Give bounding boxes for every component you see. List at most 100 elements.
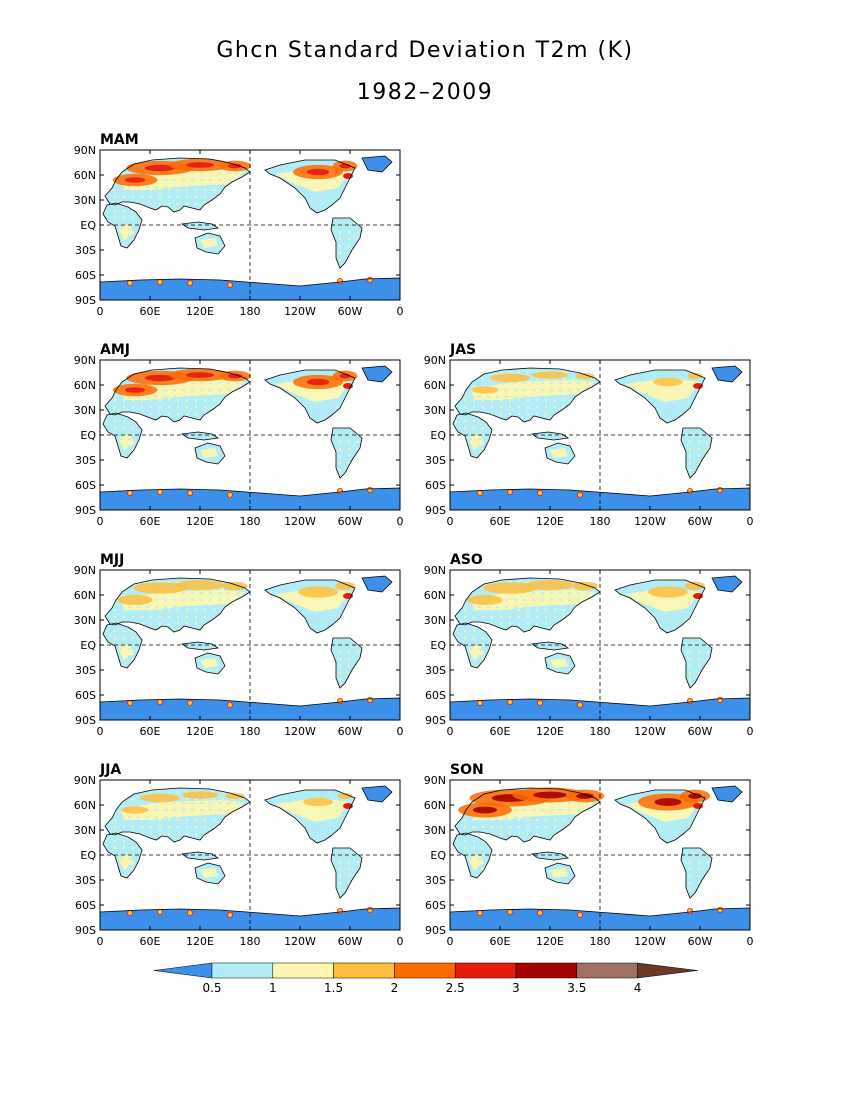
lat-label: 30S	[75, 244, 96, 257]
lat-label: 90N	[74, 774, 96, 787]
colorbar-tick-label: 1	[269, 981, 277, 995]
lat-label: 90N	[74, 564, 96, 577]
lon-label: 60E	[490, 515, 511, 528]
lon-label: 60E	[140, 935, 161, 948]
lon-label: 60W	[688, 725, 713, 738]
lat-label: 30S	[75, 454, 96, 467]
lat-label: 60N	[74, 379, 96, 392]
lon-label: 0	[447, 515, 454, 528]
lat-label: 30S	[425, 454, 446, 467]
lon-label: 180	[240, 305, 261, 318]
lat-label: 60S	[75, 269, 96, 282]
lon-label: 60E	[490, 725, 511, 738]
lat-label: 90N	[74, 354, 96, 367]
lat-label: 60N	[424, 799, 446, 812]
panel-label: MJJ	[100, 552, 124, 568]
colorbar-high-arrow	[637, 962, 698, 979]
lat-label: 90N	[74, 144, 96, 157]
colorbar-segment	[454, 962, 517, 979]
lat-label: 60S	[425, 479, 446, 492]
colorbar: 0.5 1 1.5 2 2.5 3 3.5 4	[153, 962, 698, 995]
lat-label: 30N	[74, 194, 96, 207]
lat-label: 60N	[74, 799, 96, 812]
lat-label: EQ	[430, 849, 446, 862]
lat-label: 90S	[75, 294, 96, 307]
lon-label: 60W	[338, 515, 363, 528]
lat-label: 30N	[424, 404, 446, 417]
lat-label: EQ	[430, 429, 446, 442]
lat-label: EQ	[430, 639, 446, 652]
panel-label: JJA	[99, 762, 121, 778]
lon-label: 60E	[140, 305, 161, 318]
colorbar-tick-label: 4	[634, 981, 642, 995]
lon-label: 60W	[338, 725, 363, 738]
lat-label: 30S	[425, 874, 446, 887]
lon-label: 60W	[338, 935, 363, 948]
colorbar-tick-label: 3.5	[567, 981, 586, 995]
lon-label: 180	[240, 935, 261, 948]
lat-label: 60S	[75, 899, 96, 912]
panel-label: MAM	[100, 132, 139, 148]
lon-label: 180	[240, 725, 261, 738]
lon-label: 60E	[140, 515, 161, 528]
lon-label: 0	[97, 305, 104, 318]
colorbar-segment	[576, 962, 638, 979]
lon-label: 120E	[186, 725, 214, 738]
colorbar-tick-label: 0.5	[202, 981, 221, 995]
lat-label: 60N	[424, 589, 446, 602]
lon-label: 0	[447, 935, 454, 948]
page-subtitle: 1982–2009	[356, 80, 494, 105]
lat-label: 30S	[75, 664, 96, 677]
lat-label: 90S	[425, 504, 446, 517]
lon-label: 120E	[186, 305, 214, 318]
lon-label: 120W	[284, 725, 316, 738]
lat-label: 60N	[74, 589, 96, 602]
panel-label: AMJ	[100, 342, 130, 358]
lon-label: 120W	[634, 935, 666, 948]
lat-label: EQ	[80, 849, 96, 862]
lat-label: 30N	[74, 614, 96, 627]
lat-label: 30N	[74, 404, 96, 417]
lat-label: EQ	[80, 429, 96, 442]
lon-label: 120W	[284, 305, 316, 318]
lon-label: 180	[590, 515, 611, 528]
lat-label: 90N	[424, 564, 446, 577]
lon-label: 0	[397, 305, 404, 318]
lat-label: 30N	[424, 824, 446, 837]
lon-label: 0	[97, 935, 104, 948]
lon-label: 0	[447, 725, 454, 738]
lon-label: 180	[590, 935, 611, 948]
lat-label: 90S	[75, 924, 96, 937]
lat-label: 90S	[75, 714, 96, 727]
colorbar-segment	[333, 962, 395, 979]
colorbar-tick-label: 1.5	[324, 981, 343, 995]
lat-label: 60S	[425, 689, 446, 702]
lat-label: 30S	[75, 874, 96, 887]
lat-label: 60S	[75, 689, 96, 702]
lon-label: 120E	[186, 515, 214, 528]
colorbar-tick-label: 2	[391, 981, 399, 995]
lat-label: 90S	[425, 714, 446, 727]
lon-label: 180	[590, 725, 611, 738]
lon-label: 180	[240, 515, 261, 528]
lon-label: 0	[747, 725, 754, 738]
lon-label: 120W	[634, 515, 666, 528]
lat-label: 60N	[74, 169, 96, 182]
lon-label: 60E	[490, 935, 511, 948]
lat-label: 60N	[424, 379, 446, 392]
lon-label: 120W	[284, 935, 316, 948]
lon-label: 60E	[140, 725, 161, 738]
lat-label: 90N	[424, 774, 446, 787]
lon-label: 120E	[536, 935, 564, 948]
lon-label: 60W	[688, 515, 713, 528]
lat-label: EQ	[80, 219, 96, 232]
lat-label: 60S	[75, 479, 96, 492]
panel-label: JAS	[449, 342, 476, 358]
colorbar-segment	[272, 962, 334, 979]
colorbar-tick-label: 2.5	[446, 981, 465, 995]
